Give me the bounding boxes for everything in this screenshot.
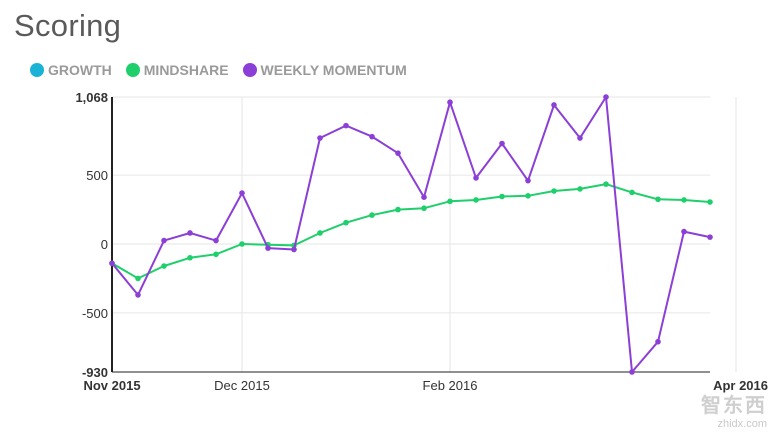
data-point-mindshare bbox=[447, 198, 453, 205]
data-point-mindshare bbox=[239, 241, 245, 247]
watermark-url: zhidx.com bbox=[717, 418, 767, 430]
y-tick-label: -930 bbox=[82, 365, 108, 380]
data-point-weekly-momentum bbox=[707, 234, 713, 240]
data-point-weekly-momentum bbox=[161, 237, 167, 244]
data-point-mindshare bbox=[161, 263, 167, 269]
series-line-mindshare bbox=[111, 183, 711, 280]
x-tick-label: Apr 2016 bbox=[713, 378, 768, 393]
data-point-mindshare bbox=[655, 196, 661, 203]
data-point-weekly-momentum bbox=[395, 150, 401, 156]
data-point-weekly-momentum bbox=[187, 230, 193, 236]
data-point-mindshare bbox=[525, 193, 531, 199]
data-point-weekly-momentum bbox=[265, 245, 271, 251]
data-point-weekly-momentum bbox=[447, 99, 453, 106]
legend: GROWTH MINDSHARE WEEKLY MOMENTUM bbox=[30, 62, 407, 78]
data-point-mindshare bbox=[707, 199, 713, 205]
data-point-weekly-momentum bbox=[499, 140, 505, 147]
data-point-mindshare bbox=[135, 275, 141, 282]
legend-label-weekly-momentum: WEEKLY MOMENTUM bbox=[260, 62, 407, 78]
series-line-weekly-momentum bbox=[111, 96, 711, 373]
x-tick-label: Dec 2015 bbox=[214, 378, 270, 393]
y-tick-label: 500 bbox=[86, 168, 108, 183]
y-tick-label: 1,068 bbox=[75, 90, 108, 105]
y-tick-label: -500 bbox=[82, 306, 108, 321]
data-point-mindshare bbox=[317, 230, 323, 236]
data-point-weekly-momentum bbox=[603, 94, 609, 100]
data-point-mindshare bbox=[473, 197, 479, 203]
watermark: 智东西 zhidx.com bbox=[701, 389, 767, 430]
data-point-weekly-momentum bbox=[421, 194, 427, 201]
data-point-mindshare bbox=[603, 181, 609, 187]
data-point-weekly-momentum bbox=[317, 135, 323, 141]
data-point-mindshare bbox=[343, 219, 349, 226]
legend-dot-weekly-momentum bbox=[242, 63, 257, 77]
legend-item-weekly-momentum[interactable]: WEEKLY MOMENTUM bbox=[242, 62, 407, 78]
data-point-weekly-momentum bbox=[525, 177, 531, 184]
data-point-mindshare bbox=[187, 254, 193, 261]
data-point-mindshare bbox=[499, 193, 505, 200]
data-point-mindshare bbox=[681, 197, 687, 203]
data-point-weekly-momentum bbox=[135, 292, 141, 298]
data-point-weekly-momentum bbox=[291, 246, 297, 253]
data-point-weekly-momentum bbox=[239, 190, 245, 196]
legend-dot-mindshare bbox=[125, 63, 140, 77]
legend-item-mindshare[interactable]: MINDSHARE bbox=[125, 62, 229, 78]
data-point-mindshare bbox=[213, 251, 219, 258]
data-point-weekly-momentum bbox=[473, 175, 479, 181]
x-tick-label: Feb 2016 bbox=[423, 378, 478, 393]
data-point-weekly-momentum bbox=[681, 228, 687, 235]
data-point-mindshare bbox=[395, 206, 401, 213]
data-point-mindshare bbox=[629, 189, 635, 196]
legend-dot-growth bbox=[30, 63, 44, 77]
x-tick-label: Nov 2015 bbox=[83, 378, 140, 393]
legend-label-mindshare: MINDSHARE bbox=[143, 62, 229, 78]
data-point-weekly-momentum bbox=[369, 133, 375, 140]
data-point-weekly-momentum bbox=[343, 122, 349, 129]
y-tick-label: 0 bbox=[101, 237, 108, 252]
data-point-mindshare bbox=[369, 212, 375, 218]
data-point-weekly-momentum bbox=[629, 369, 635, 375]
legend-label-growth: GROWTH bbox=[48, 62, 112, 78]
data-point-mindshare bbox=[421, 205, 427, 212]
data-point-weekly-momentum bbox=[109, 260, 115, 267]
data-point-weekly-momentum bbox=[577, 135, 583, 141]
data-point-weekly-momentum bbox=[213, 237, 219, 244]
data-point-weekly-momentum bbox=[655, 338, 661, 345]
data-point-mindshare bbox=[551, 188, 557, 194]
data-point-weekly-momentum bbox=[551, 102, 557, 108]
data-point-mindshare bbox=[577, 186, 583, 192]
chart-title: Scoring bbox=[14, 8, 122, 43]
watermark-logo: 智东西 bbox=[701, 395, 767, 417]
legend-item-growth[interactable]: GROWTH bbox=[30, 62, 112, 78]
